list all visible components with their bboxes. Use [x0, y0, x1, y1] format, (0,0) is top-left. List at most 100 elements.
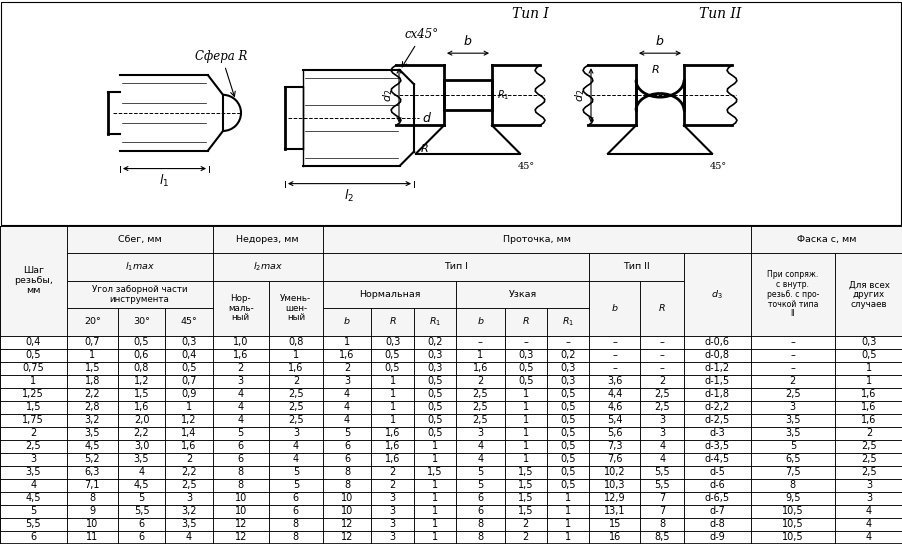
Text: $l_1$max: $l_1$max	[124, 261, 154, 273]
Bar	[456, 388, 504, 401]
Bar	[456, 426, 504, 440]
Bar	[683, 426, 750, 440]
Text: Тип II: Тип II	[698, 7, 741, 21]
Text: Шаг
резьбы,
мм: Шаг резьбы, мм	[14, 267, 52, 295]
Text: 1,5: 1,5	[518, 480, 533, 490]
Text: $R$: $R$	[419, 143, 428, 154]
Bar	[269, 414, 322, 426]
Text: 3: 3	[292, 428, 299, 438]
Text: 15: 15	[608, 520, 621, 529]
Text: 5: 5	[476, 480, 483, 490]
Bar	[750, 401, 834, 414]
Text: 6: 6	[138, 533, 144, 542]
Text: 4: 4	[237, 389, 244, 399]
Bar	[547, 375, 588, 388]
Text: $d_3$: $d_3$	[711, 288, 723, 301]
Bar	[212, 466, 269, 479]
Bar	[322, 388, 371, 401]
Text: 2,5: 2,5	[288, 389, 303, 399]
Bar	[371, 440, 413, 453]
Bar	[371, 414, 413, 426]
Bar	[67, 388, 117, 401]
Text: 3: 3	[389, 533, 395, 542]
Bar	[0, 466, 67, 479]
Bar	[269, 388, 322, 401]
Text: 3,6: 3,6	[606, 376, 621, 386]
Text: 0,5: 0,5	[427, 402, 442, 412]
Bar	[371, 375, 413, 388]
Bar	[834, 492, 902, 505]
Bar	[683, 440, 750, 453]
Bar	[588, 362, 640, 375]
Text: 1,6: 1,6	[384, 454, 400, 465]
Bar	[0, 336, 67, 349]
Text: 0,5: 0,5	[559, 467, 575, 477]
Bar	[504, 349, 547, 362]
Text: d-3,5: d-3,5	[704, 441, 729, 452]
Bar	[165, 531, 212, 544]
Text: 1,5: 1,5	[25, 402, 41, 412]
Bar	[212, 401, 269, 414]
Bar	[269, 414, 322, 426]
Bar	[504, 362, 547, 375]
Bar	[117, 531, 165, 544]
Text: 10,5: 10,5	[781, 520, 803, 529]
Bar	[0, 375, 67, 388]
Bar	[269, 281, 322, 336]
Bar	[413, 453, 456, 466]
Text: 2: 2	[186, 454, 192, 465]
Bar	[371, 388, 413, 401]
Text: 1: 1	[431, 480, 437, 490]
Bar	[269, 349, 322, 362]
Bar	[322, 505, 371, 518]
Bar	[640, 466, 683, 479]
Bar	[834, 388, 902, 401]
Bar	[834, 349, 902, 362]
Bar	[322, 253, 588, 281]
Text: 8: 8	[344, 480, 350, 490]
Text: $l_2$max: $l_2$max	[253, 261, 282, 273]
Text: 6,3: 6,3	[85, 467, 100, 477]
Bar	[165, 479, 212, 492]
Bar	[456, 349, 504, 362]
Text: 3,5: 3,5	[784, 415, 800, 425]
Text: –: –	[659, 337, 664, 347]
Text: 0,5: 0,5	[518, 363, 533, 373]
Text: 2,5: 2,5	[288, 415, 303, 425]
Text: 5: 5	[292, 480, 299, 490]
Bar	[547, 492, 588, 505]
Bar	[67, 531, 117, 544]
Bar	[413, 492, 456, 505]
Text: –: –	[659, 363, 664, 373]
Bar	[67, 453, 117, 466]
Bar	[504, 388, 547, 401]
Bar	[504, 479, 547, 492]
Bar	[683, 453, 750, 466]
Bar	[67, 349, 117, 362]
Bar	[322, 414, 371, 426]
Text: 7,5: 7,5	[784, 467, 800, 477]
Text: 12: 12	[341, 533, 353, 542]
Bar	[165, 466, 212, 479]
Text: 3: 3	[344, 376, 350, 386]
Bar	[0, 414, 67, 426]
Text: 0,5: 0,5	[427, 428, 442, 438]
Text: 11: 11	[86, 533, 98, 542]
Bar	[456, 531, 504, 544]
Bar	[750, 375, 834, 388]
Bar	[322, 401, 371, 414]
Bar	[640, 479, 683, 492]
Text: 1: 1	[431, 506, 437, 516]
Bar	[750, 362, 834, 375]
Bar	[547, 479, 588, 492]
Bar	[413, 401, 456, 414]
Bar	[0, 453, 67, 466]
Bar	[504, 518, 547, 531]
Text: 5: 5	[138, 493, 144, 503]
Bar	[750, 375, 834, 388]
Bar	[322, 308, 371, 336]
Bar	[165, 375, 212, 388]
Bar	[165, 440, 212, 453]
Bar	[588, 505, 640, 518]
Bar	[212, 388, 269, 401]
